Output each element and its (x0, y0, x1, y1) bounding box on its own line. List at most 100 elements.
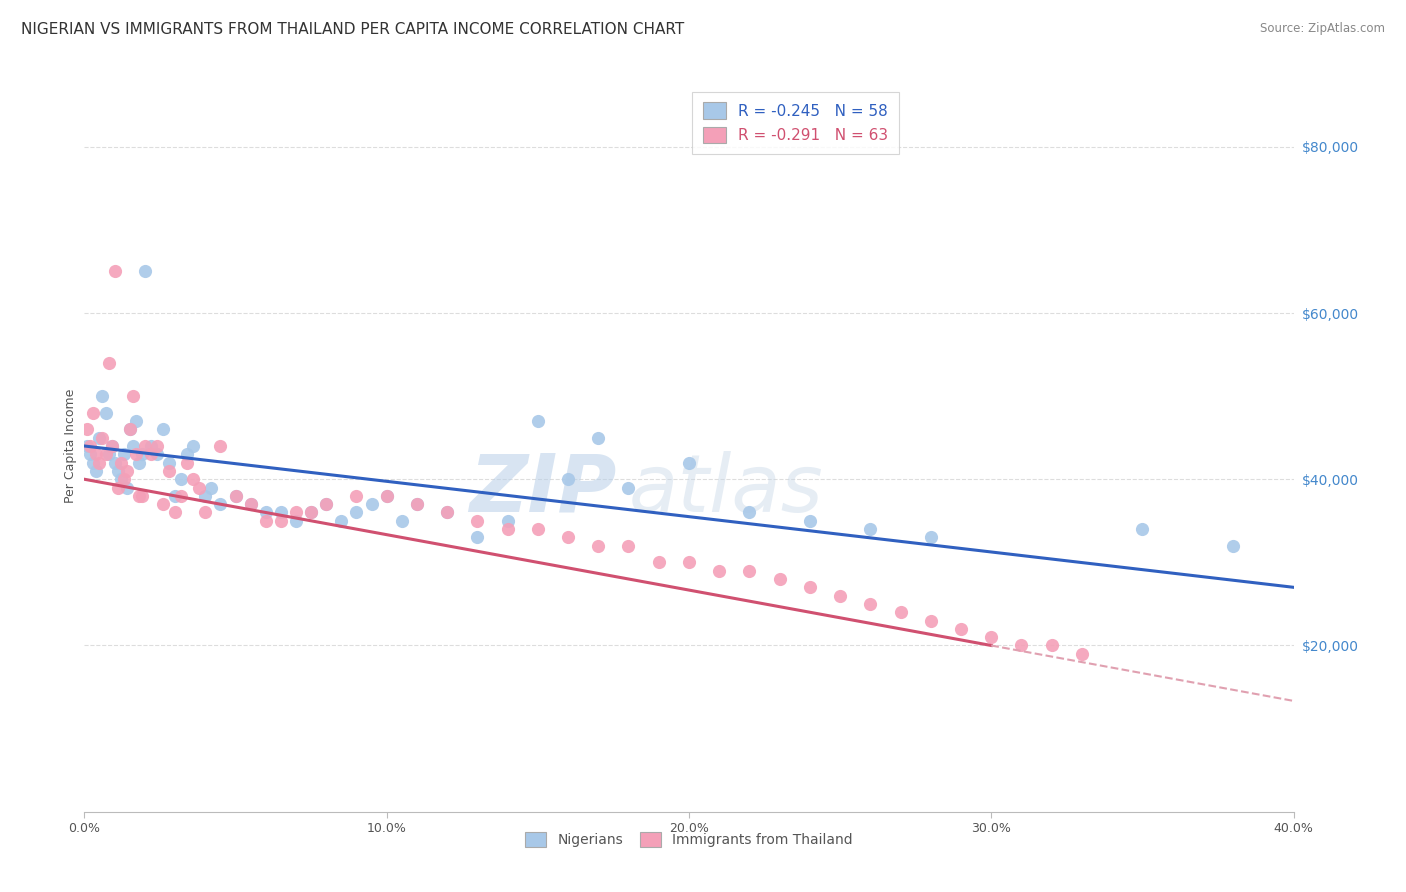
Point (134, 439, 156, 453)
Point (139, 439, 162, 453)
Point (157, 456, 180, 470)
Point (406, 497, 429, 511)
Point (346, 506, 368, 520)
Point (115, 481, 138, 495)
Point (176, 456, 198, 470)
Point (315, 497, 337, 511)
Point (91, 431, 114, 445)
Point (89, 431, 111, 445)
Point (146, 439, 169, 453)
Point (648, 555, 671, 569)
Point (176, 447, 198, 461)
Point (254, 506, 277, 520)
Point (181, 439, 204, 453)
Point (1222, 539, 1244, 553)
Point (346, 489, 368, 503)
Point (125, 414, 148, 428)
Point (315, 497, 337, 511)
Point (104, 456, 127, 470)
Point (239, 497, 262, 511)
Point (980, 630, 1002, 644)
Point (76, 422, 98, 436)
Point (131, 489, 153, 503)
Point (181, 472, 204, 486)
Point (254, 514, 277, 528)
Point (97, 447, 120, 461)
Point (115, 464, 138, 478)
Point (375, 489, 398, 503)
Point (738, 564, 761, 578)
Y-axis label: Per Capita Income: Per Capita Income (65, 389, 77, 503)
Text: atlas: atlas (628, 450, 824, 529)
Point (270, 506, 292, 520)
Point (467, 530, 489, 544)
Point (200, 481, 222, 495)
Point (859, 597, 882, 611)
Text: Source: ZipAtlas.com: Source: ZipAtlas.com (1260, 22, 1385, 36)
Point (830, 589, 852, 603)
Point (1071, 647, 1094, 661)
Point (76, 439, 98, 453)
Point (209, 439, 232, 453)
Point (118, 422, 141, 436)
Point (121, 439, 143, 453)
Point (82, 456, 104, 470)
Point (134, 264, 156, 278)
Point (110, 472, 132, 486)
Point (100, 439, 122, 453)
Point (950, 622, 973, 636)
Point (799, 514, 821, 528)
Point (436, 506, 458, 520)
Point (112, 447, 135, 461)
Legend: Nigerians, Immigrants from Thailand: Nigerians, Immigrants from Thailand (520, 826, 858, 853)
Point (89, 456, 111, 470)
Point (152, 422, 174, 436)
Point (527, 522, 550, 536)
Point (436, 506, 458, 520)
Point (82, 406, 104, 420)
Point (588, 431, 610, 445)
Point (678, 456, 700, 470)
Point (406, 497, 429, 511)
Point (299, 506, 322, 520)
Point (799, 580, 821, 594)
Point (920, 614, 942, 628)
Point (131, 447, 153, 461)
Point (391, 514, 413, 528)
Point (157, 464, 180, 478)
Point (225, 489, 247, 503)
Point (94, 406, 117, 420)
Point (330, 514, 353, 528)
Text: ZIP: ZIP (470, 450, 616, 529)
Point (128, 489, 150, 503)
Point (170, 472, 193, 486)
Point (97, 356, 120, 370)
Point (375, 489, 398, 503)
Point (194, 506, 217, 520)
Point (128, 456, 150, 470)
Point (360, 497, 382, 511)
Point (104, 264, 127, 278)
Point (121, 389, 143, 403)
Point (920, 530, 942, 544)
Point (1130, 522, 1153, 536)
Point (79, 439, 101, 453)
Point (94, 447, 117, 461)
Point (557, 472, 579, 486)
Point (100, 439, 122, 453)
Point (188, 481, 211, 495)
Point (194, 489, 217, 503)
Point (678, 555, 700, 569)
Point (285, 506, 308, 520)
Point (769, 572, 792, 586)
Point (86, 447, 108, 461)
Point (709, 564, 731, 578)
Point (467, 514, 489, 528)
Point (165, 489, 187, 503)
Point (1011, 639, 1033, 653)
Point (165, 506, 187, 520)
Point (738, 506, 761, 520)
Point (859, 522, 882, 536)
Point (239, 497, 262, 511)
Point (139, 447, 162, 461)
